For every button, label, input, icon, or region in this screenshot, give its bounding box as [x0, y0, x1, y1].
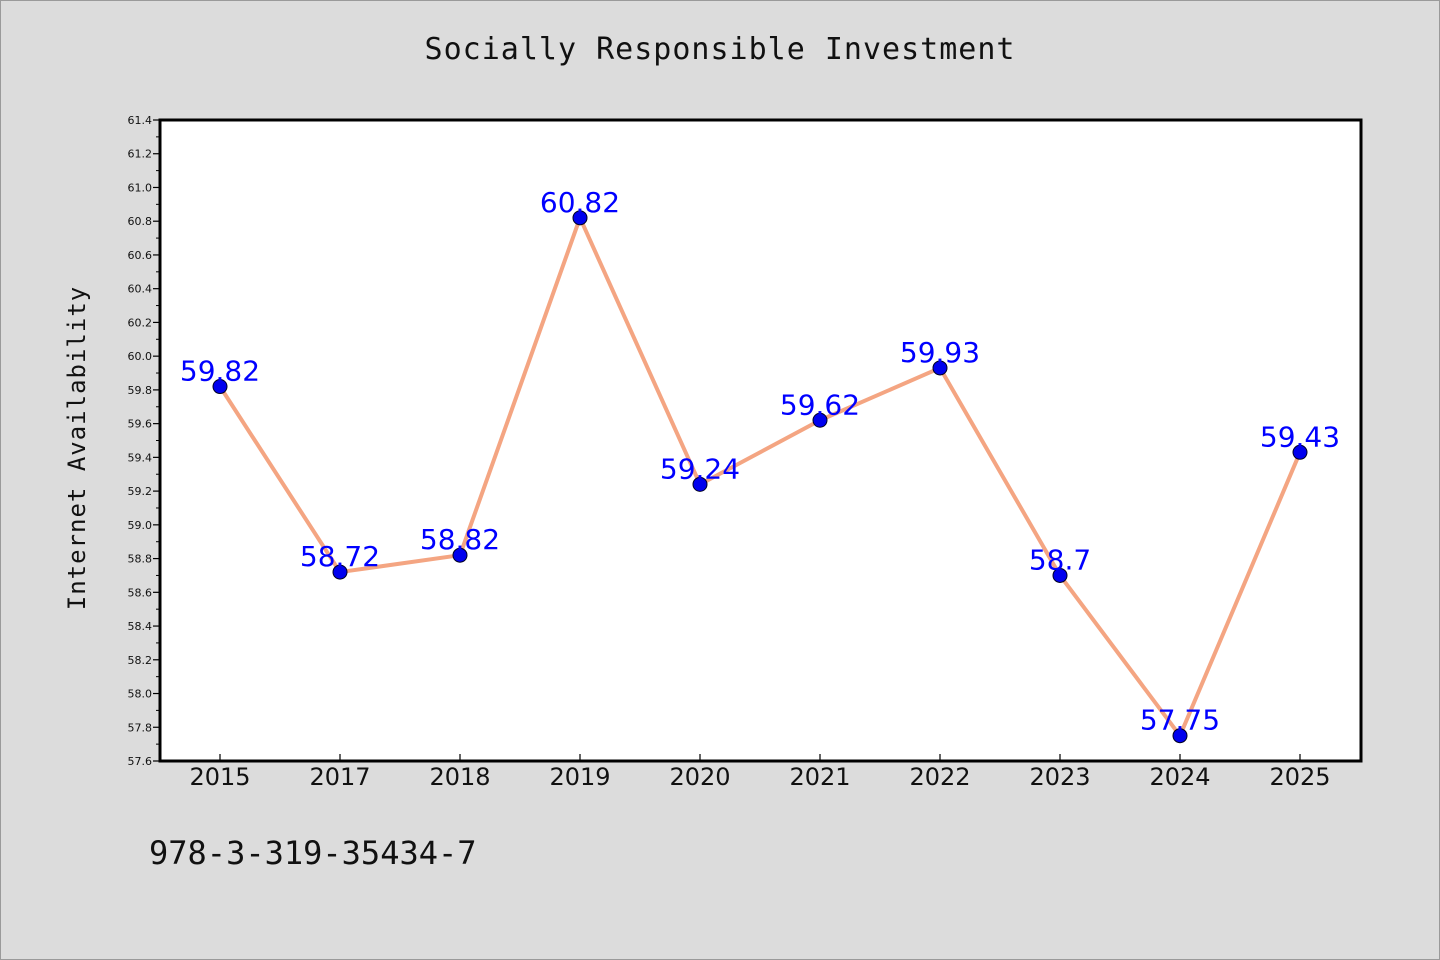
data-label: 60.82: [540, 186, 620, 219]
y-tick-label: 57.8: [128, 721, 153, 734]
x-tick-label: 2024: [1149, 763, 1210, 791]
data-label: 59.43: [1260, 420, 1340, 453]
data-point: [572, 210, 588, 226]
y-tick-label: 60.6: [128, 249, 153, 262]
x-tick-label: 2022: [909, 763, 970, 791]
x-tick-label: 2015: [189, 763, 250, 791]
x-tick-label: 2025: [1269, 763, 1330, 791]
y-tick-label: 58.0: [128, 688, 153, 701]
data-point: [932, 360, 948, 376]
y-tick-label: 58.2: [128, 654, 153, 667]
x-tick-label: 2019: [549, 763, 610, 791]
y-tick-label: 59.6: [128, 418, 153, 431]
data-label: 59.62: [780, 388, 860, 421]
y-tick-label: 59.0: [128, 519, 153, 532]
x-tick-label: 2021: [789, 763, 850, 791]
x-tick-label: 2017: [309, 763, 370, 791]
series-line: [218, 215, 1302, 738]
data-label: 59.82: [180, 355, 260, 388]
data-point: [332, 564, 348, 580]
data-point: [452, 547, 468, 563]
x-axis: 2015 2017 2018 2019 2020 2021 2022 2023 2024 2025: [189, 754, 1331, 791]
data-label: 59.93: [900, 336, 980, 369]
y-tick-label: 58.8: [128, 553, 153, 566]
data-point: [1052, 567, 1068, 583]
y-tick-label: 60.0: [128, 350, 153, 363]
y-tick-label: 61.4: [128, 114, 153, 127]
data-label: 58.82: [420, 523, 500, 556]
y-tick-label: 59.4: [128, 451, 153, 464]
data-label: 58.72: [300, 540, 380, 573]
y-axis: 57.6 57.8 58.0 58.2 58.4 58.6 58.8 59.0 59.2 59.4…: [128, 114, 160, 768]
data-point: [212, 379, 228, 395]
y-tick-label: 61.2: [128, 148, 153, 161]
plot-area: [158, 118, 1363, 763]
data-point: [1292, 444, 1308, 460]
data-label: 57.75: [1140, 704, 1220, 737]
data-point: [692, 476, 708, 492]
data-labels-group: 59.82 58.72 58.82 60.82 59.24 59.62 59.93 58.7 5…: [180, 186, 1340, 737]
y-tick-label: 59.2: [128, 485, 153, 498]
data-point: [1172, 728, 1188, 744]
data-point: [812, 412, 828, 428]
y-tick-label: 58.4: [128, 620, 153, 633]
y-tick-label: 60.2: [128, 316, 153, 329]
data-label: 58.7: [1029, 543, 1091, 576]
x-tick-label: 2020: [669, 763, 730, 791]
chart-title: Socially Responsible Investment: [424, 32, 1016, 67]
x-tick-label: 2023: [1029, 763, 1090, 791]
y-tick-label: 61.0: [128, 181, 153, 194]
x-tick-label: 2018: [429, 763, 490, 791]
footer-identifier: 978-3-319-35434-7: [149, 834, 477, 872]
data-label: 59.24: [660, 452, 740, 485]
y-tick-label: 60.4: [128, 283, 153, 296]
y-tick-label: 59.8: [128, 384, 153, 397]
y-tick-label: 60.8: [128, 215, 153, 228]
y-tick-label: 58.6: [128, 586, 153, 599]
series-group: [212, 210, 1308, 744]
y-tick-label: 57.6: [128, 755, 153, 768]
